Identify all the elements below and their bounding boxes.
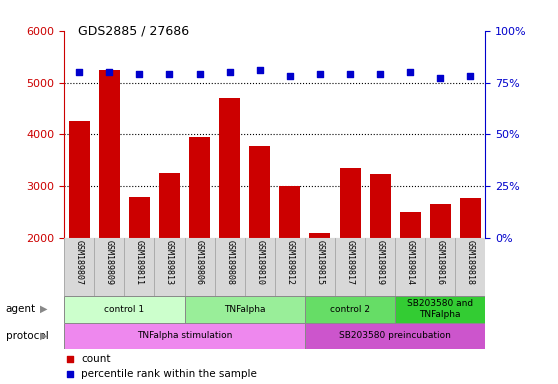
Text: GSM189817: GSM189817 — [345, 240, 354, 285]
Point — [315, 71, 324, 77]
Bar — [400, 212, 421, 342]
Text: SB203580 preincubation: SB203580 preincubation — [339, 331, 451, 341]
Bar — [99, 70, 120, 342]
Point — [256, 67, 264, 73]
Bar — [69, 121, 90, 342]
Bar — [219, 98, 240, 342]
Point — [225, 69, 234, 75]
Bar — [189, 137, 210, 342]
Point — [195, 71, 204, 77]
Text: protocol: protocol — [6, 331, 49, 341]
Point — [466, 73, 475, 79]
Point — [345, 71, 354, 77]
Bar — [159, 173, 180, 342]
Point — [105, 69, 114, 75]
Text: SB203580 and
TNFalpha: SB203580 and TNFalpha — [407, 300, 473, 319]
Bar — [395, 296, 485, 323]
Text: ▶: ▶ — [40, 304, 47, 314]
Point — [436, 75, 445, 81]
Bar — [310, 233, 330, 342]
Bar — [460, 198, 481, 342]
Point — [75, 69, 84, 75]
Text: control 1: control 1 — [104, 305, 145, 314]
Bar — [305, 296, 395, 323]
Text: percentile rank within the sample: percentile rank within the sample — [81, 369, 257, 379]
Text: GSM189808: GSM189808 — [225, 240, 234, 285]
Text: GSM189809: GSM189809 — [105, 240, 114, 285]
Bar — [369, 174, 391, 342]
Text: GDS2885 / 27686: GDS2885 / 27686 — [78, 25, 189, 38]
Text: ▶: ▶ — [40, 331, 47, 341]
Text: GSM189806: GSM189806 — [195, 240, 204, 285]
Text: GSM189814: GSM189814 — [406, 240, 415, 285]
Text: GSM189813: GSM189813 — [165, 240, 174, 285]
Text: GSM189818: GSM189818 — [466, 240, 475, 285]
Bar — [64, 323, 305, 349]
Text: GSM189811: GSM189811 — [135, 240, 144, 285]
Text: GSM189810: GSM189810 — [255, 240, 264, 285]
Bar — [305, 323, 485, 349]
Bar — [339, 168, 360, 342]
Text: GSM189812: GSM189812 — [285, 240, 295, 285]
Bar — [185, 296, 305, 323]
Point — [328, 137, 336, 144]
Point — [376, 71, 384, 77]
Text: agent: agent — [6, 304, 36, 314]
Text: count: count — [81, 354, 110, 364]
Text: TNFalpha: TNFalpha — [224, 305, 266, 314]
Bar — [129, 197, 150, 342]
Text: TNFalpha stimulation: TNFalpha stimulation — [137, 331, 232, 341]
Point — [135, 71, 144, 77]
Bar — [249, 146, 270, 342]
Bar — [430, 204, 451, 342]
Bar — [64, 296, 185, 323]
Text: control 2: control 2 — [330, 305, 370, 314]
Text: GSM189815: GSM189815 — [315, 240, 324, 285]
Point — [165, 71, 174, 77]
Point — [285, 73, 294, 79]
Text: GSM189816: GSM189816 — [436, 240, 445, 285]
Text: GSM189807: GSM189807 — [75, 240, 84, 285]
Text: GSM189819: GSM189819 — [376, 240, 384, 285]
Bar — [280, 186, 300, 342]
Point — [406, 69, 415, 75]
Point — [328, 276, 336, 282]
